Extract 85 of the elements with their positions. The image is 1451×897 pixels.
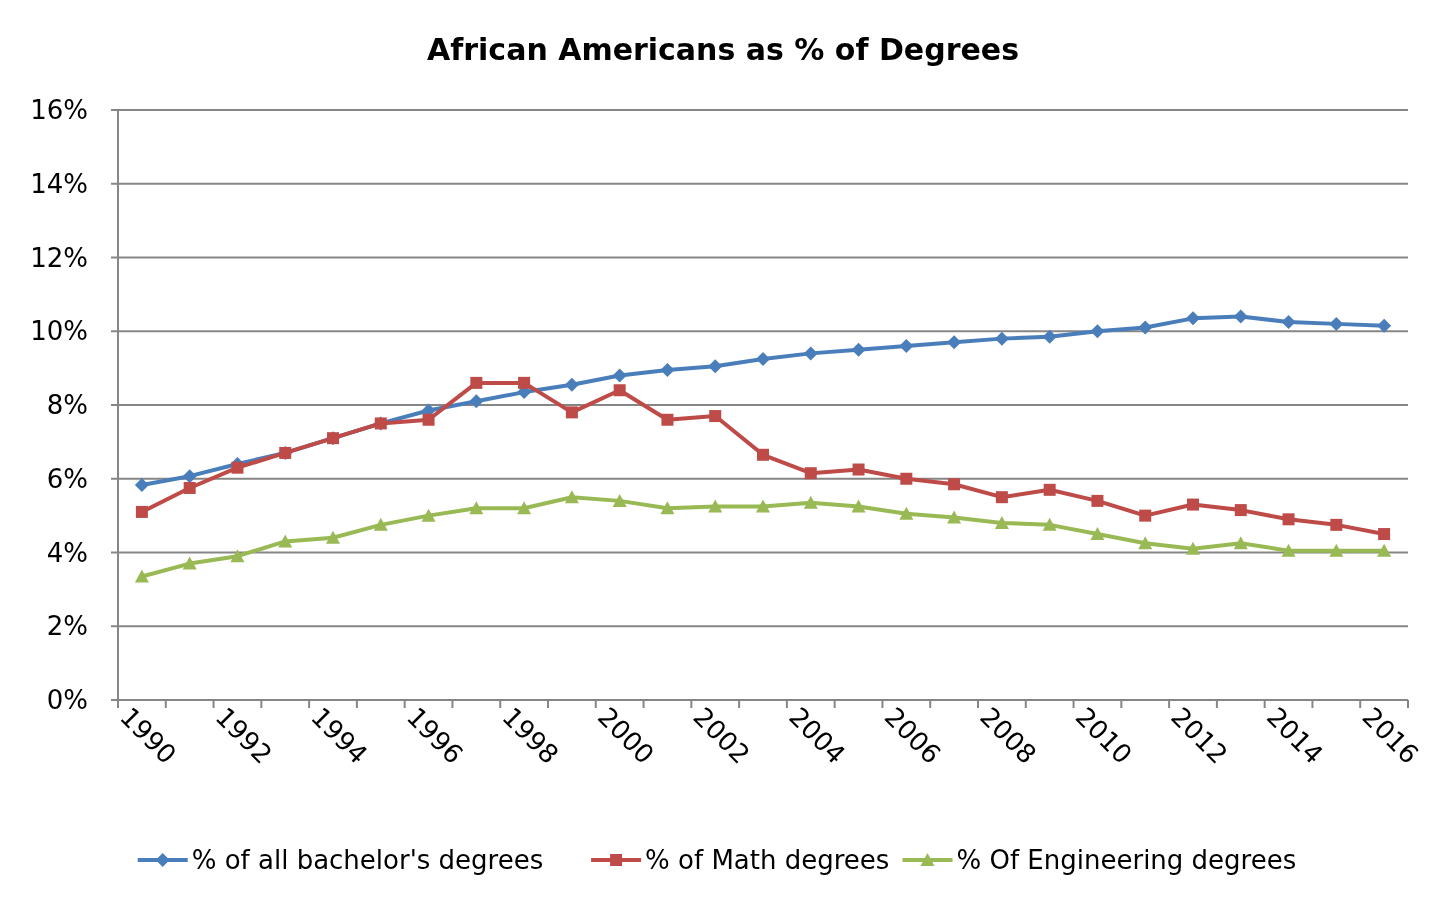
point — [994, 516, 1009, 529]
point — [899, 506, 914, 520]
point — [1187, 498, 1199, 511]
point — [612, 493, 627, 507]
legend-label: % Of Engineering degrees — [956, 845, 1297, 876]
y-tick-label: 12% — [30, 242, 88, 273]
point — [995, 491, 1008, 504]
point — [518, 376, 531, 389]
point — [421, 508, 436, 522]
legend-label: % of Math degrees — [645, 845, 890, 876]
point — [422, 413, 435, 426]
point — [1234, 504, 1247, 517]
point — [1378, 528, 1391, 541]
legend-label: % of all bachelor's degrees — [191, 845, 544, 876]
point — [756, 499, 770, 513]
point — [134, 569, 149, 583]
point — [660, 501, 675, 515]
point — [1091, 494, 1104, 507]
point — [1377, 543, 1392, 557]
point — [803, 346, 818, 361]
point — [134, 478, 149, 493]
point — [612, 368, 627, 383]
point — [757, 448, 769, 461]
point — [278, 534, 293, 548]
point — [756, 351, 770, 366]
point — [183, 481, 196, 494]
point — [1330, 518, 1343, 531]
point — [851, 342, 866, 357]
point — [708, 359, 723, 374]
point — [564, 490, 579, 504]
point — [660, 362, 675, 377]
point — [900, 472, 913, 485]
point — [994, 331, 1009, 346]
point — [1281, 315, 1296, 330]
point — [1329, 543, 1344, 557]
point — [469, 394, 484, 409]
point — [851, 499, 866, 513]
y-tick-label: 4% — [46, 537, 88, 568]
point — [1186, 541, 1200, 555]
point — [1042, 329, 1057, 344]
point — [708, 499, 723, 513]
point — [1233, 536, 1248, 550]
point — [852, 463, 865, 476]
point — [135, 505, 148, 518]
point — [1138, 536, 1153, 550]
point — [564, 377, 579, 392]
point — [373, 517, 388, 531]
y-tick-label: 2% — [46, 611, 88, 642]
point — [947, 335, 962, 350]
y-tick-label: 8% — [46, 390, 88, 421]
point — [948, 478, 961, 491]
point — [230, 549, 245, 563]
point — [565, 406, 578, 419]
point — [661, 413, 674, 426]
point — [804, 467, 817, 480]
y-tick-label: 0% — [46, 685, 88, 716]
chart-title: African Americans as % of Degrees — [427, 32, 1019, 67]
point — [1043, 483, 1056, 496]
y-tick-label: 6% — [46, 463, 88, 494]
point — [182, 556, 197, 570]
point — [947, 510, 962, 524]
point — [1090, 324, 1105, 339]
point — [182, 469, 197, 484]
point — [1090, 527, 1105, 541]
point — [1377, 318, 1392, 333]
point — [613, 384, 626, 397]
y-tick-label: 10% — [30, 316, 88, 347]
point — [231, 461, 244, 474]
point — [899, 339, 914, 353]
point — [1329, 316, 1344, 331]
y-tick-label: 16% — [30, 95, 88, 126]
point — [470, 376, 483, 389]
point — [1233, 309, 1248, 324]
point — [1186, 311, 1200, 326]
point — [803, 495, 818, 509]
y-tick-label: 14% — [30, 168, 88, 199]
point — [709, 410, 722, 423]
point — [517, 501, 532, 515]
point — [1281, 543, 1296, 557]
point — [326, 530, 340, 544]
point — [1139, 509, 1152, 522]
point — [469, 501, 484, 515]
point — [1282, 513, 1295, 526]
point — [1138, 320, 1153, 335]
point — [1042, 517, 1057, 531]
